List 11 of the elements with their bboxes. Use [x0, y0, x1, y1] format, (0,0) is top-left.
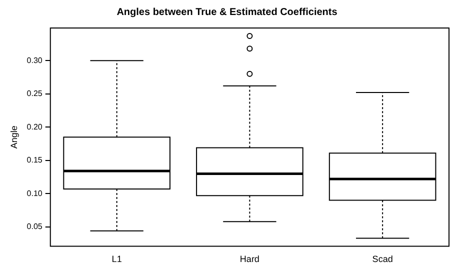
y-tick-label: 0.10: [26, 188, 43, 198]
y-axis-title: Angle: [8, 126, 19, 149]
y-tick-label: 0.15: [26, 156, 43, 165]
x-tick-label: Hard: [240, 254, 260, 264]
chart-title: Angles between True & Estimated Coefficients: [116, 6, 338, 18]
y-tick-label: 0.30: [26, 56, 43, 65]
y-tick-label: 0.25: [26, 89, 43, 98]
y-tick-label: 0.05: [26, 222, 43, 232]
y-tick-label: 0.20: [26, 122, 43, 132]
x-tick-label: L1: [112, 254, 122, 264]
x-tick-label: Scad: [372, 254, 393, 264]
